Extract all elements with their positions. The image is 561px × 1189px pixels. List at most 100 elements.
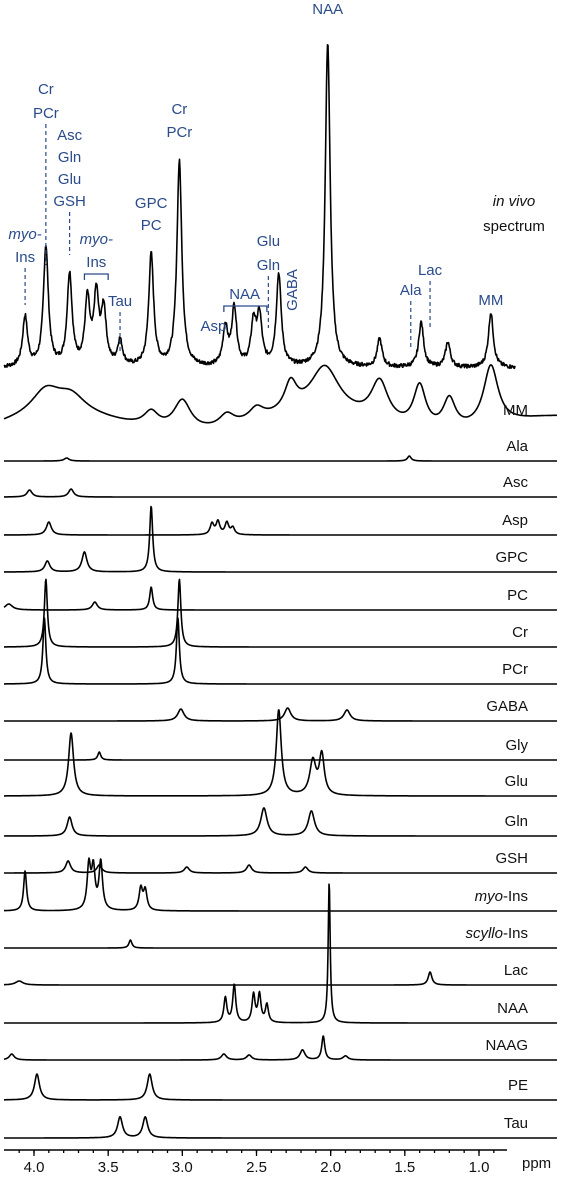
- annotation-text: GPC: [135, 195, 168, 212]
- label-pcr: PCr: [502, 661, 528, 678]
- annotation-cr-pcr: Cr PCr: [166, 101, 192, 141]
- label-italic-part: scyllo: [465, 925, 503, 942]
- label-rest-part: -Ins: [503, 925, 528, 942]
- trace-lac: [3, 971, 558, 986]
- label-glu: Glu: [505, 773, 528, 790]
- annotation-naa: NAA: [223, 286, 268, 312]
- annotation-glu-gln: Glu Gln: [257, 233, 280, 328]
- annotation-text: PC: [141, 217, 162, 234]
- annotation-text: GSH: [53, 193, 86, 210]
- trace-scyllo-ins: [3, 939, 558, 949]
- invivo-spectrum-label: spectrum: [483, 218, 545, 235]
- x-tick-label: 4.0: [24, 1159, 45, 1176]
- trace-glu: [3, 709, 558, 797]
- annotation-mm: MM: [478, 292, 503, 309]
- annotation-text: Asp: [201, 318, 227, 335]
- label-pc: PC: [507, 587, 528, 604]
- trace-pc: [3, 586, 558, 611]
- annotation-text: Lac: [418, 262, 443, 279]
- label-asp: Asp: [502, 512, 528, 529]
- label-gpc: GPC: [495, 549, 528, 566]
- x-tick-label: 1.0: [469, 1159, 490, 1176]
- label-gsh: GSH: [495, 850, 528, 867]
- annotation-cr-pcr: Cr PCr: [33, 81, 59, 265]
- label-asc: Asc: [503, 474, 529, 491]
- trace-naa: [3, 883, 558, 1024]
- trace-asp: [3, 519, 558, 536]
- annotation-gaba: GABA: [284, 269, 301, 311]
- label-rest-part: -Ins: [503, 888, 528, 905]
- annotation-text: Ins: [15, 249, 35, 266]
- annotation-myo--ins: myo- Ins: [8, 226, 42, 305]
- annotation-asp: Asp: [201, 318, 227, 335]
- trace-mm: [3, 364, 558, 424]
- annotation-naa: NAA: [312, 1, 343, 18]
- annotation-text: Cr: [171, 101, 187, 118]
- trace-gsh: [3, 860, 558, 874]
- ppm-axis: 4.0 3.5 3.0 2.5 2.0 1.5 1.0: [4, 1149, 507, 1176]
- x-tick-label: 3.0: [172, 1159, 193, 1176]
- label-ala: Ala: [506, 438, 528, 455]
- annotation-bracket: [83, 273, 109, 280]
- trace-myo-ins: [3, 857, 558, 912]
- label-mm: MM: [503, 402, 528, 419]
- annotation-text: Ala: [400, 282, 422, 299]
- label-gln: Gln: [505, 813, 528, 830]
- label-italic-part: myo: [475, 888, 503, 905]
- annotation-text: Glu: [58, 171, 81, 188]
- trace-gpc: [3, 505, 558, 573]
- annotation-gpc-pc: GPC PC: [135, 195, 168, 234]
- trace-tau: [3, 1115, 558, 1139]
- x-tick-label: 3.5: [98, 1159, 119, 1176]
- annotation-text: myo-: [80, 231, 113, 248]
- trace-asc: [3, 488, 558, 498]
- annotation-lac: Lac: [418, 262, 443, 330]
- label-lac: Lac: [504, 962, 529, 979]
- label-gaba: GABA: [486, 698, 528, 715]
- label-tau: Tau: [504, 1115, 528, 1132]
- annotation-text: Glu: [257, 233, 280, 250]
- annotation-text: MM: [478, 292, 503, 309]
- label-naa: NAA: [497, 1000, 528, 1017]
- annotation-tau: Tau: [108, 293, 132, 352]
- trace-ala: [3, 455, 558, 462]
- annotation-text: NAA: [312, 1, 343, 18]
- trace-gln: [3, 807, 558, 837]
- annotation-myo--ins: myo- Ins: [80, 231, 113, 280]
- trace-pe: [3, 1073, 558, 1101]
- label-gly: Gly: [506, 737, 529, 754]
- x-tick-label: 2.0: [320, 1159, 341, 1176]
- label-scyllo-ins: scyllo-Ins: [465, 925, 528, 942]
- trace-naag: [3, 1035, 558, 1061]
- label-pe: PE: [508, 1077, 528, 1094]
- annotation-text: Gln: [58, 149, 81, 166]
- annotation-text: GABA: [284, 269, 301, 311]
- annotation-text: Cr: [38, 81, 54, 98]
- x-axis-unit-label: ppm: [522, 1155, 551, 1172]
- spectrum-traces: [3, 44, 558, 1139]
- trace-cr: [3, 578, 558, 648]
- annotation-ala: Ala: [400, 282, 422, 348]
- label-naag: NAAG: [485, 1037, 528, 1054]
- annotation-text: Gln: [257, 257, 280, 274]
- peak-annotations: NAA Cr PCr Asc Gln Glu GSH myo- Ins myo- Ins Tau GPC…: [8, 1, 503, 352]
- label-myo-ins: myo-Ins: [475, 888, 528, 905]
- x-tick-label: 2.5: [246, 1159, 267, 1176]
- annotation-text: myo-: [8, 226, 41, 243]
- annotation-bracket: [223, 305, 268, 312]
- label-cr: Cr: [512, 624, 528, 641]
- trace-pcr: [3, 617, 558, 685]
- annotation-text: Asc: [57, 127, 83, 144]
- invivo-spectrum-label-italic: in vivo: [493, 193, 536, 210]
- annotation-text: PCr: [166, 124, 192, 141]
- trace-in-vivo: [3, 44, 516, 370]
- annotation-text: Tau: [108, 293, 132, 310]
- annotation-text: Ins: [86, 254, 106, 271]
- x-tick-label: 1.5: [394, 1159, 415, 1176]
- metabolite-labels: MM Ala Asc Asp GPC PC Cr PCr GABA Gly Glu Gln GSH myo…: [465, 402, 528, 1132]
- annotation-asc-gln-glu-gsh: Asc Gln Glu GSH: [53, 127, 86, 255]
- annotation-text: NAA: [229, 286, 260, 303]
- annotation-text: PCr: [33, 105, 59, 122]
- trace-gly: [3, 751, 558, 761]
